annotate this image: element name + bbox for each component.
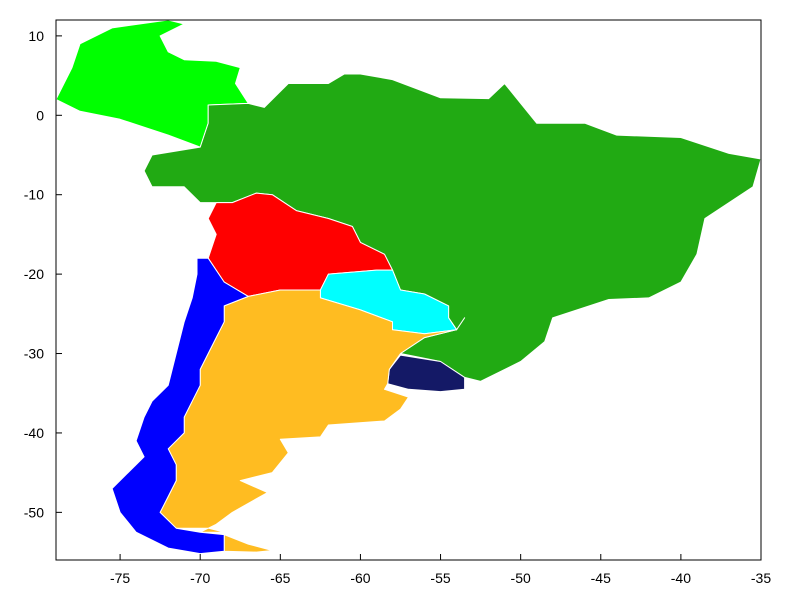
y-tick-label: -10 (24, 187, 44, 203)
y-tick-label: -40 (24, 425, 44, 441)
x-tick-label: -70 (190, 570, 210, 586)
y-tick-label: -50 (24, 504, 44, 520)
plot-frame (55, 19, 762, 561)
y-tick-label: -20 (24, 266, 44, 282)
y-tick-label: 0 (36, 107, 44, 123)
x-tick-label: -75 (110, 570, 130, 586)
x-tick-label: -40 (671, 570, 691, 586)
region-chile (111, 257, 249, 555)
y-axis: 10 0 -10 -20 -30 -40 -50 (24, 28, 62, 520)
x-tick-label: -55 (430, 570, 450, 586)
x-tick-label: -45 (591, 570, 611, 586)
y-tick-label: -30 (24, 346, 44, 362)
x-tick-label: -35 (751, 570, 771, 586)
x-axis: -75 -70 -65 -60 -55 -50 -45 -40 -35 (110, 554, 771, 586)
x-tick-label: -60 (350, 570, 370, 586)
region-colombia (55, 19, 249, 148)
x-tick-label: -50 (511, 570, 531, 586)
regions-layer (55, 19, 762, 555)
y-tick-label: 10 (28, 28, 44, 44)
x-tick-label: -65 (270, 570, 290, 586)
